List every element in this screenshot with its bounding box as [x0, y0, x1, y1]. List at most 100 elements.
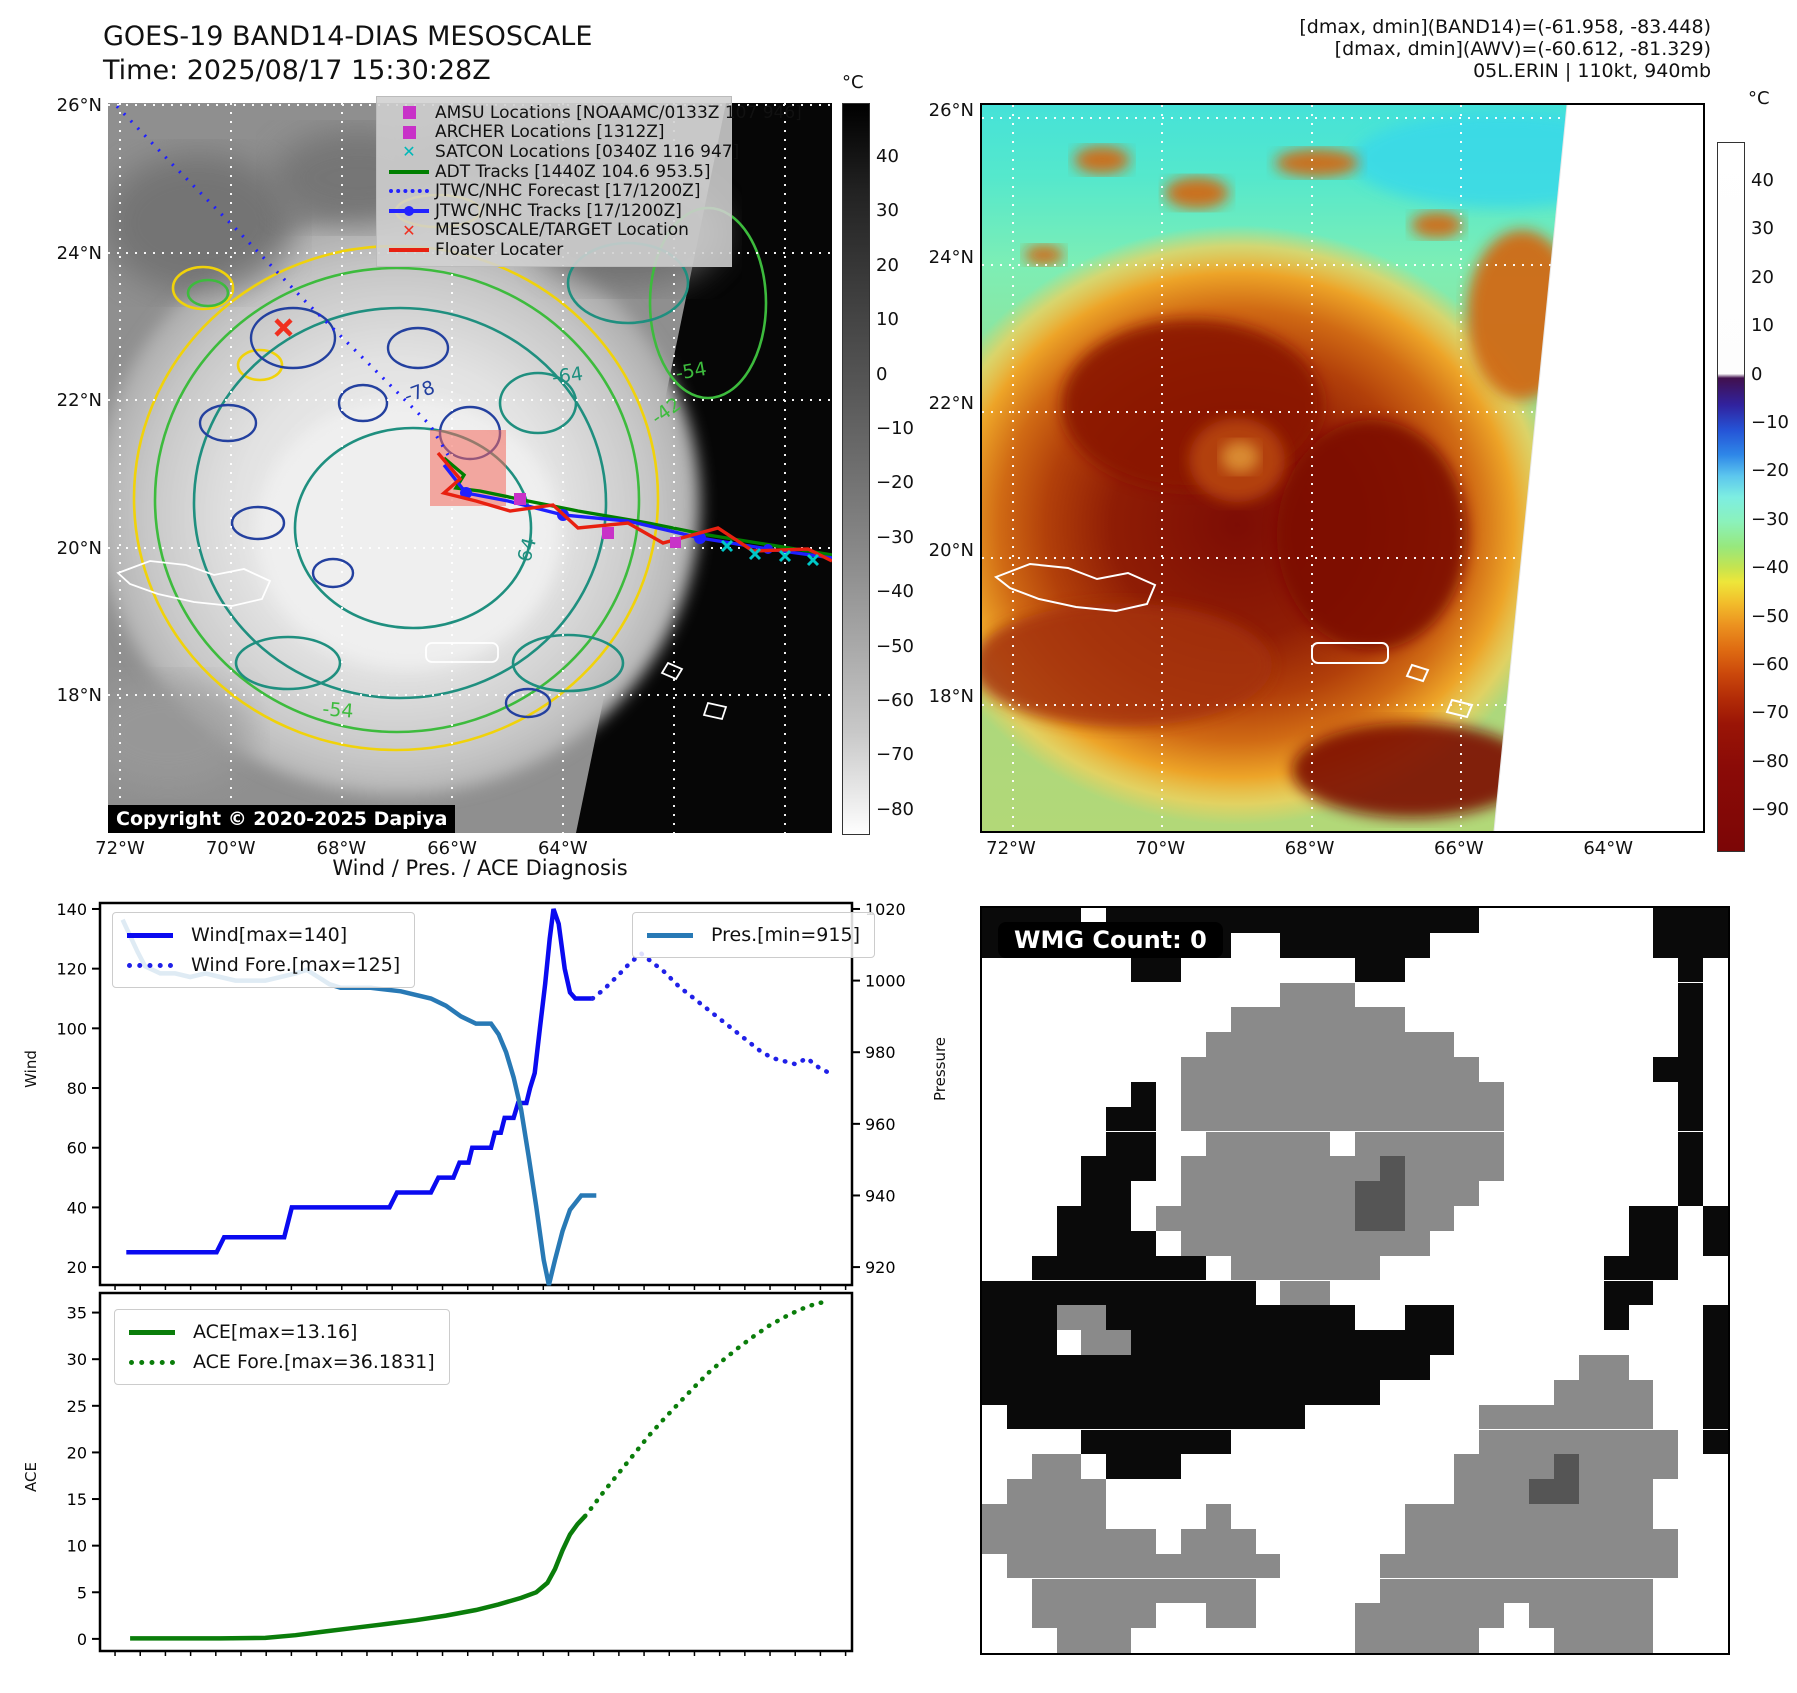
band14-colorbar-tick: −80 — [876, 798, 914, 820]
band14-colorbar-tick: −50 — [876, 635, 914, 657]
wmg-cell — [1205, 1131, 1231, 1157]
wmg-cell — [1355, 1156, 1380, 1182]
wmg-cell — [1429, 1330, 1455, 1355]
wmg-cell — [1305, 1032, 1331, 1057]
amsu-archer-markers — [514, 493, 681, 548]
wmg-cell — [1230, 1057, 1256, 1082]
wmg-cell — [1703, 1429, 1728, 1455]
wmg-cell — [1379, 908, 1405, 933]
legend-label: ACE Fore.[max=36.1831] — [193, 1351, 435, 1373]
wmg-cell — [1429, 1057, 1455, 1082]
wmg-cell — [1230, 1355, 1256, 1380]
dotted-line-icon — [127, 962, 179, 968]
wmg-cell — [1529, 1578, 1554, 1604]
wmg-cell — [1379, 1081, 1405, 1107]
wmg-cell — [1180, 1206, 1206, 1231]
wmg-cell — [1504, 1504, 1530, 1529]
wmg-cell — [1678, 1007, 1704, 1033]
awv-colorbar-tick: −40 — [1751, 557, 1789, 579]
wmg-cell — [1703, 1379, 1728, 1405]
wmg-cell — [1653, 1230, 1679, 1256]
wmg-cell — [1553, 1504, 1579, 1529]
wmg-panel[interactable]: WMG Count: 0 — [980, 906, 1730, 1655]
wmg-cell — [1553, 1404, 1579, 1430]
wmg-cell — [1205, 1528, 1231, 1554]
wmg-cell — [1031, 1355, 1057, 1380]
wmg-cell — [1106, 1330, 1132, 1355]
wmg-cell — [1479, 1603, 1505, 1629]
wmg-cell — [1106, 1255, 1132, 1281]
wmg-cell — [1404, 1603, 1430, 1629]
wmg-cell — [1131, 1131, 1157, 1157]
wmg-cell — [1305, 1181, 1331, 1206]
awv-map-panel[interactable] — [980, 103, 1705, 833]
copyright-label: Copyright © 2020-2025 Dapiya — [108, 805, 456, 833]
series-ace-fore-max- — [582, 1299, 828, 1519]
wmg-cell — [1255, 1131, 1281, 1157]
awv-lat-label: 22°N — [928, 393, 974, 414]
wmg-cell — [1180, 1181, 1206, 1206]
wmg-cell — [1280, 1255, 1306, 1281]
legend-item: ACE Fore.[max=36.1831] — [129, 1347, 435, 1377]
awv-colorbar-tick: −80 — [1751, 750, 1789, 772]
wmg-cell — [1330, 1206, 1355, 1231]
satcon-markers — [720, 539, 820, 567]
awv-lat-label: 18°N — [928, 686, 974, 707]
awv-lat-label: 20°N — [928, 539, 974, 561]
series-wind-fore-max- — [590, 950, 832, 1076]
wmg-cell — [1529, 1429, 1554, 1455]
wmg-cell — [1305, 1379, 1331, 1405]
wmg-cell — [1479, 1131, 1505, 1157]
contour-label: -64 — [551, 363, 585, 389]
wind-pressure-chart[interactable]: 20 40 60 80 100 120 140 920 940 960 980 1000 1020 — [20, 855, 960, 1303]
y-tick-label: 25 — [67, 1397, 87, 1416]
ace-chart[interactable]: 0 5 10 15 20 25 30 35 — [20, 1285, 960, 1693]
wmg-cell — [1081, 1628, 1107, 1653]
wmg-cell — [1056, 1404, 1082, 1430]
wmg-cell — [1106, 1578, 1132, 1604]
y-tick-label: 60 — [67, 1139, 87, 1158]
wmg-cell — [1429, 1553, 1455, 1579]
wmg-cell — [1081, 1305, 1107, 1331]
wmg-cell — [1628, 1504, 1654, 1529]
wmg-cell — [1578, 1504, 1604, 1529]
y-tick-label: 80 — [67, 1079, 87, 1098]
wmg-cell — [1653, 1057, 1679, 1082]
wmg-cell — [1006, 1355, 1032, 1380]
band14-lat-label: 26°N — [56, 95, 102, 116]
band14-lat-label: 18°N — [56, 685, 102, 706]
wmg-cell — [1454, 1156, 1480, 1182]
wmg-cell — [1305, 1330, 1331, 1355]
wmg-cell — [1454, 908, 1480, 933]
square-icon — [383, 106, 435, 120]
pressure-axis-label: Pressure — [931, 1036, 950, 1102]
wmg-cell — [1479, 1106, 1505, 1132]
awv-lon-label: 66°W — [1434, 838, 1484, 859]
wmg-cell — [1603, 1255, 1629, 1281]
wmg-cell — [1355, 1057, 1380, 1082]
wmg-cell — [1330, 1106, 1355, 1132]
wmg-cell — [1404, 1578, 1430, 1604]
wmg-cell — [1056, 1578, 1082, 1604]
wmg-cell — [982, 1504, 1007, 1529]
wmg-cell — [1056, 1255, 1082, 1281]
wmg-cell — [1404, 1528, 1430, 1554]
band14-legend-label: ARCHER Locations [1312Z] — [435, 122, 665, 143]
wmg-cell — [1280, 932, 1306, 958]
wmg-cell — [1106, 1181, 1132, 1206]
wmg-cell — [1081, 1603, 1107, 1629]
wmg-cell — [1180, 1553, 1206, 1579]
wmg-cell — [1230, 1379, 1256, 1405]
wmg-cell — [1404, 1628, 1430, 1653]
awv-colorbar-tick: −10 — [1751, 412, 1789, 433]
wmg-cell — [1255, 1355, 1281, 1380]
dotted-icon — [383, 189, 435, 194]
wmg-cell — [1031, 1330, 1057, 1355]
awv-colorbar-tick: 0 — [1751, 363, 1763, 385]
y2-tick-label: 1000 — [865, 972, 906, 991]
wmg-cell — [1479, 1156, 1505, 1182]
wmg-cell — [1703, 1355, 1728, 1380]
band14-colorbar-tick: −40 — [876, 581, 914, 603]
y-tick-label: 40 — [67, 1198, 87, 1217]
